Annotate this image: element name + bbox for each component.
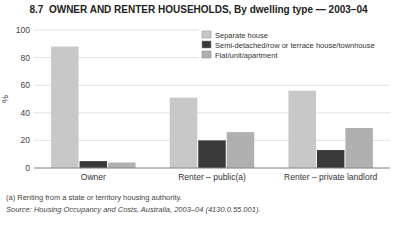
- bar: [288, 91, 315, 168]
- x-axis-line: [34, 168, 390, 169]
- bars: [51, 47, 373, 168]
- bar: [51, 47, 78, 168]
- y-tick-label: 100: [16, 25, 30, 35]
- y-tick-label: 60: [21, 80, 31, 90]
- y-tick-label: 80: [21, 53, 31, 63]
- bar: [227, 132, 254, 168]
- y-tick-label: 20: [21, 135, 31, 145]
- bar: [170, 98, 197, 168]
- legend-swatch: [202, 31, 211, 38]
- grid-line: [34, 85, 390, 86]
- legend-label: Separate house: [215, 31, 268, 40]
- legend-label: Semi-detached/row or terrace house/townh…: [215, 41, 375, 50]
- y-tick-label: 40: [21, 108, 31, 118]
- title: 8.7 OWNER AND RENTER HOUSEHOLDS, By dwel…: [29, 4, 367, 15]
- bar: [317, 150, 344, 168]
- x-tick-label: Renter – private landlord: [284, 172, 377, 182]
- x-tick-label: Owner: [81, 172, 106, 182]
- bar: [108, 162, 135, 168]
- x-tick-label: Renter – public(a): [178, 172, 246, 182]
- grid-line: [34, 168, 390, 169]
- legend-background: [199, 29, 390, 62]
- y-axis-label: %: [0, 95, 10, 103]
- chart: 8.7 OWNER AND RENTER HOUSEHOLDS, By dwel…: [0, 0, 397, 227]
- legend: Separate houseSemi-detached/row or terra…: [199, 29, 390, 62]
- bar: [198, 140, 225, 168]
- grid: [34, 30, 390, 168]
- grid-line: [34, 112, 390, 113]
- bar: [345, 128, 372, 168]
- legend-swatch: [202, 41, 211, 48]
- legend-label: Flat/unit/apartment: [215, 51, 278, 60]
- y-tick-label: 0: [25, 163, 30, 173]
- bar: [80, 161, 107, 168]
- legend-swatch: [202, 51, 211, 58]
- footnote: Source: Housing Occupancy and Costs, Aus…: [6, 205, 260, 214]
- footnote: (a) Renting from a state or territory ho…: [6, 193, 182, 202]
